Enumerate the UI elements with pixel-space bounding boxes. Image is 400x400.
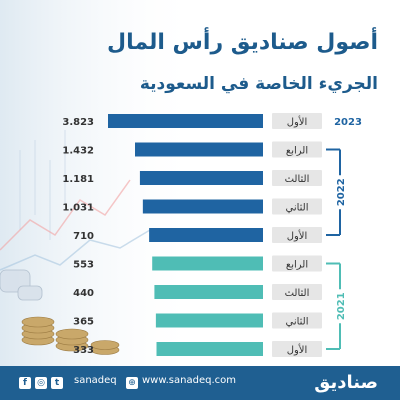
value-label: 710 [73, 231, 94, 242]
quarter-label-box [272, 312, 322, 329]
quarter-label: الأول [287, 343, 308, 356]
value-label: 3.823 [62, 117, 94, 128]
quarter-label: الرابع [286, 146, 308, 157]
facebook-icon[interactable]: f [19, 377, 31, 389]
bar-2022-4 [149, 228, 263, 242]
value-label: 1.031 [62, 203, 94, 214]
quarter-label: الأول [287, 229, 308, 242]
value-label: 333 [73, 345, 94, 356]
title-line-2: الجريء الخاصة في السعودية [139, 74, 378, 94]
value-label: 1.181 [62, 174, 94, 185]
social-handle[interactable]: sanadeq [74, 375, 117, 386]
quarter-label: الثاني [285, 317, 308, 328]
value-label: 365 [73, 317, 94, 328]
globe-icon: ⊕ [126, 377, 138, 389]
title-line-1: أصول صناديق رأس المال [106, 30, 378, 55]
quarter-label: الثاني [285, 203, 308, 214]
bar-2021-7 [155, 313, 263, 328]
year-label-bg [333, 289, 347, 324]
quarter-label-box [272, 284, 322, 300]
quarter-label-box [272, 113, 322, 129]
quarter-label-box [272, 198, 322, 215]
bar-2023-0 [108, 114, 263, 128]
value-label: 440 [73, 288, 94, 299]
brand-logo: صناديق [314, 372, 378, 393]
quarter-label-box [272, 227, 322, 243]
quarter-label: الثالث [285, 174, 310, 185]
quarter-label-box [272, 141, 322, 158]
quarter-label-box [272, 255, 322, 272]
quarter-label: الثالث [285, 288, 310, 299]
bar-2022-1 [135, 142, 263, 157]
bar-2021-8 [156, 342, 263, 356]
quarter-label: الأول [287, 115, 308, 128]
bar-2021-6 [154, 285, 263, 299]
year-label-2022: 2022 [336, 178, 347, 206]
bar-chart: 3.823 الأول 1.432 الرابع 1.181 الثالث 1.031 الث… [62, 113, 362, 357]
bar-2022-3 [142, 199, 263, 214]
instagram-icon[interactable]: ◎ [35, 377, 47, 389]
value-label: 553 [73, 260, 94, 271]
twitter-icon[interactable]: t [51, 377, 63, 389]
quarter-label-box [272, 341, 322, 357]
year-label-bg [333, 175, 347, 210]
year-label-2021: 2021 [336, 292, 347, 320]
social-icons: f ◎ t [19, 377, 63, 389]
bar-2021-5 [152, 256, 263, 271]
website-link[interactable]: www.sanadeq.com [142, 375, 236, 386]
value-label: 1.432 [62, 146, 94, 157]
quarter-label-box [272, 170, 322, 186]
year-label-2023: 2023 [334, 117, 362, 128]
quarter-label: الرابع [286, 260, 308, 271]
footer-bar: f ◎ t sanadeq ⊕ www.sanadeq.com صناديق [0, 366, 400, 400]
bar-2022-2 [139, 171, 263, 185]
